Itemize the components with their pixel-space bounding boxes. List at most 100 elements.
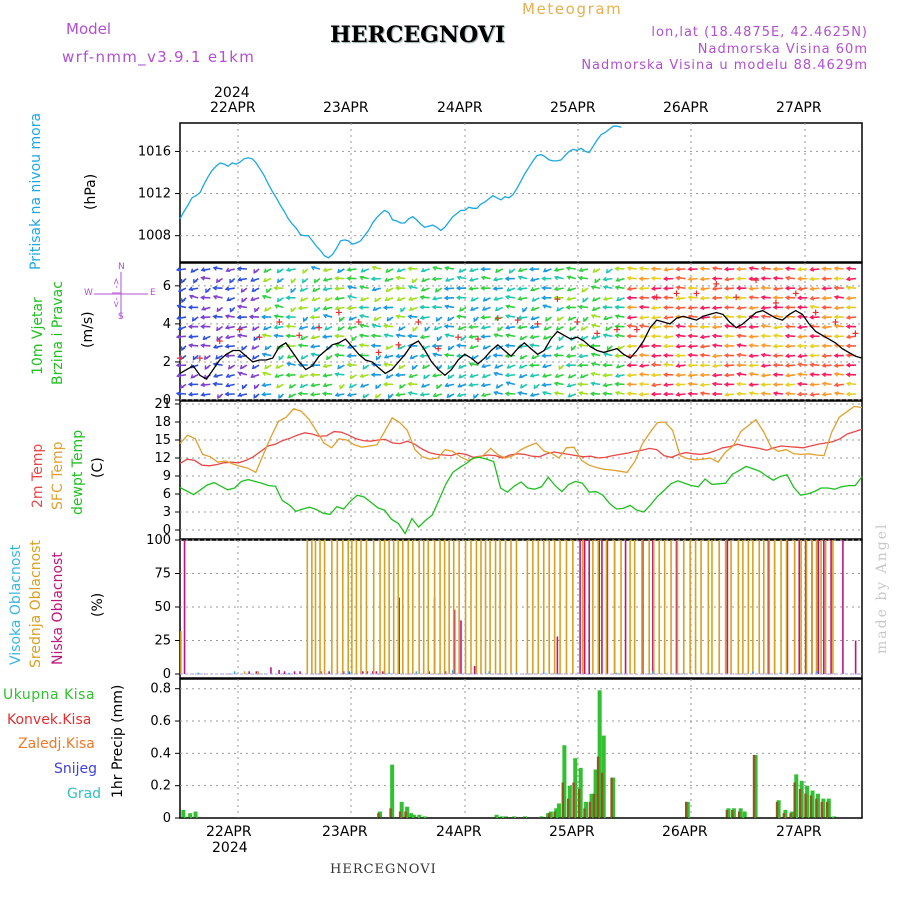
wind-arrow-head	[309, 391, 315, 397]
wind-arrow-head	[699, 391, 705, 396]
wind-ytick-label-3: 6	[163, 279, 171, 294]
wind-arrow-head	[408, 285, 413, 290]
wind-arrow-head	[431, 304, 437, 310]
precip-conv-bar	[820, 801, 823, 818]
wind-arrow-head	[253, 384, 259, 390]
wind-arrow-head	[711, 295, 717, 301]
wind-arrow-head	[493, 333, 499, 338]
wind-arrow-head	[651, 382, 656, 388]
wind-arrow-head	[310, 325, 316, 330]
wind-arrow-head	[192, 355, 197, 361]
wind-arrow-head	[481, 392, 486, 397]
wind-arrow-head	[224, 353, 230, 359]
wind-arrow-head	[348, 316, 354, 321]
wind-arrow-head	[626, 333, 632, 339]
precip-conv-bar	[793, 782, 796, 818]
wind-arrow-head	[797, 286, 803, 292]
wind-arrow-head	[419, 304, 425, 310]
wind-arrow-head	[236, 314, 242, 320]
wind-arrow-head	[650, 286, 656, 291]
wind-arrow-head	[662, 372, 668, 378]
wind-arrow-head	[699, 372, 705, 378]
precip-total-bar	[188, 813, 193, 818]
wind-arrow-head	[772, 324, 778, 330]
precip-total-bar	[790, 811, 795, 818]
wind-arrow-head	[626, 372, 632, 378]
wind-arrow-head	[436, 384, 441, 390]
wind-arrow-head	[517, 296, 523, 301]
precip-total-bar	[523, 816, 528, 818]
wind-arrow-head	[797, 381, 802, 387]
wind-arrow-head	[278, 356, 283, 361]
wind-arrow-head	[177, 325, 183, 331]
day-label-top-6: 27APR	[776, 100, 822, 116]
wind-arrow-head	[626, 391, 632, 397]
wind-arrow-head	[264, 307, 269, 312]
wind-arrow-head	[821, 276, 827, 282]
wind-arrow-head	[263, 268, 269, 273]
precip-conv-bar	[583, 808, 586, 818]
wind-arrow-head	[274, 304, 280, 309]
wind-arrow-head	[457, 383, 462, 388]
wind-arrow-head	[504, 343, 510, 349]
wind-arrow-head	[407, 314, 413, 320]
wind-arrow-head	[204, 365, 209, 371]
wind-arrow-head	[699, 286, 705, 291]
wind-arrow-head	[590, 314, 596, 319]
precip-conv-bar	[553, 811, 556, 818]
wind-arrow-head	[359, 383, 365, 388]
pressure-ytick-label-2: 1016	[138, 144, 171, 159]
wind-arrow-head	[200, 382, 205, 388]
wind-arrow-head	[687, 391, 693, 397]
wind-arrow-head	[263, 325, 268, 331]
wind-arrow-head	[497, 327, 502, 332]
wind-arrow-head	[202, 335, 208, 341]
wind-arrow-head	[309, 314, 315, 320]
compass-e: E	[150, 288, 156, 298]
wind-arrow-head	[224, 334, 230, 340]
wind-arrow-head	[772, 295, 778, 301]
wind-arrow-head	[541, 391, 547, 396]
wind-arrow-head	[796, 304, 802, 310]
precip-ytick-label-0: 0	[163, 811, 171, 826]
wind-arrow-head	[480, 266, 486, 272]
wind-arrow-head	[772, 391, 778, 396]
wind-arrow-head	[541, 382, 547, 388]
wind-arrow-head	[423, 374, 428, 380]
wind-arrow-head	[687, 266, 693, 272]
wind-arrow-head	[396, 296, 402, 302]
wind-arrow-head	[236, 333, 242, 339]
wind-arrow-head	[346, 305, 352, 311]
wind-arrow-head	[310, 334, 316, 340]
wind-arrow-head	[385, 374, 391, 379]
wind-arrow-head	[179, 384, 185, 390]
wind-arrow-head	[495, 268, 500, 274]
wind-arrow-head	[809, 362, 814, 368]
wind-arrow-head	[264, 364, 269, 370]
wind-arrow-head	[556, 316, 562, 322]
wind-arrow-head	[723, 362, 729, 368]
wind-arrow-head	[309, 343, 315, 349]
wind-arrow-head	[662, 305, 668, 310]
precip-total-bar	[597, 690, 602, 818]
wind-arrow-head	[797, 372, 802, 377]
wind-arrow-head	[760, 372, 766, 378]
wind-arrow-head	[444, 304, 450, 310]
wind-arrow-head	[845, 343, 851, 349]
precip-total-bar	[685, 801, 690, 818]
day-label-top-5: 26APR	[663, 100, 709, 116]
wind-arrow-head	[699, 382, 705, 388]
wind-arrow-head	[276, 297, 282, 303]
wind-arrow-head	[565, 305, 571, 310]
wind-arrow-head	[519, 355, 525, 360]
precip-conv-bar	[572, 782, 575, 818]
wind-arrow-head	[205, 288, 210, 294]
wind-arrow-head	[531, 297, 537, 302]
wind-arrow-head	[699, 305, 705, 311]
wind-arrow-head	[346, 392, 352, 397]
wind-arrow-head	[254, 307, 259, 313]
temp-ytick-label-7: 21	[154, 397, 171, 412]
wind-arrow-head	[382, 381, 388, 387]
wind-arrow-head	[570, 336, 575, 342]
wind-arrow-head	[723, 286, 729, 291]
